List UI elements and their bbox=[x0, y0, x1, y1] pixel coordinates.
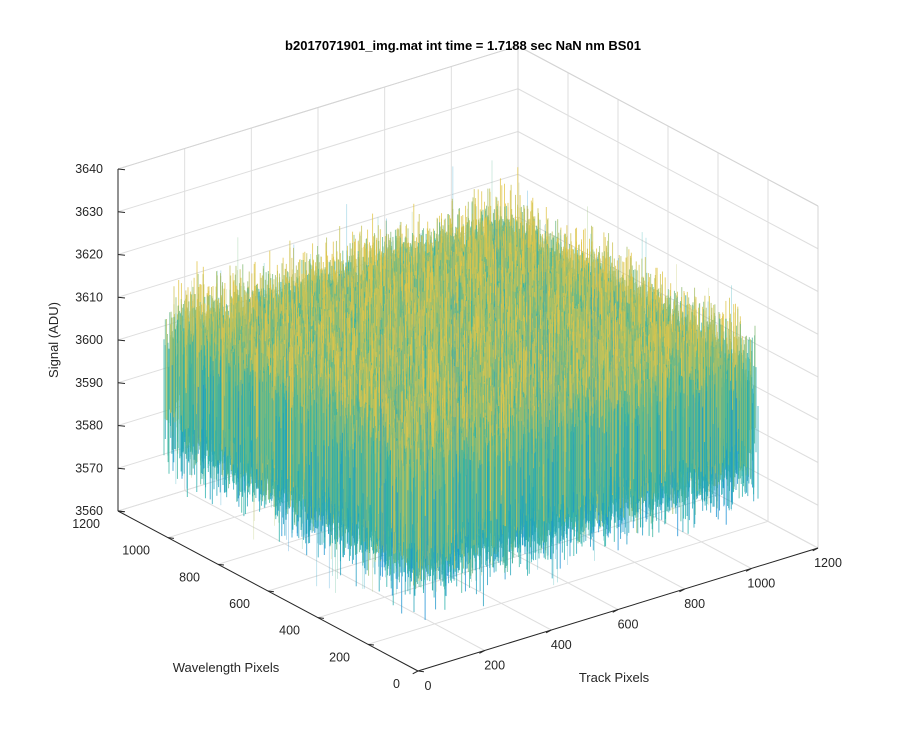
surface-plot bbox=[164, 160, 758, 620]
